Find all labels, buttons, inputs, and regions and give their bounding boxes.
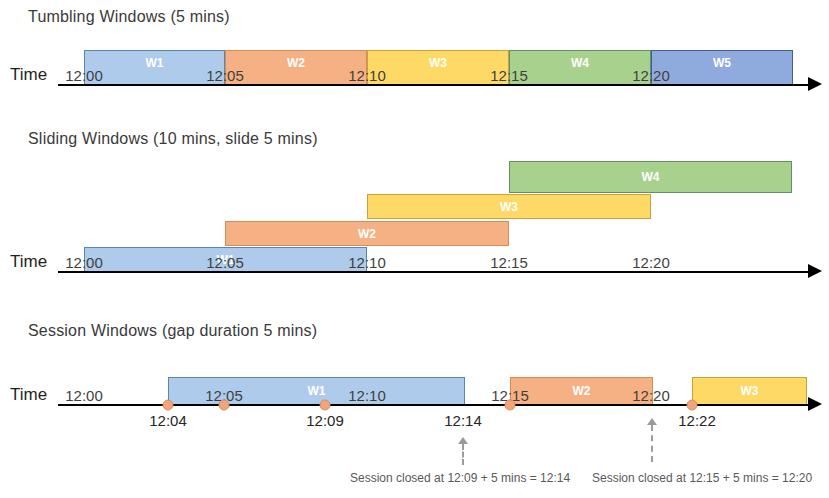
axis-tick-label: 12:00 (65, 255, 103, 271)
axis-tick-label: 12:10 (348, 388, 386, 404)
window-label: W4 (571, 56, 589, 70)
event-time-label: 12:09 (306, 412, 344, 429)
event-dot (163, 400, 174, 411)
window-label: W2 (287, 56, 305, 70)
time-axis-label: Time (10, 252, 47, 272)
pointer-arrowhead-icon (647, 418, 657, 425)
axis-tick-label: 12:20 (632, 388, 670, 404)
event-dot (505, 400, 516, 411)
time-axis-arrowhead (808, 77, 822, 91)
axis-tick-label: 12:05 (206, 68, 244, 84)
axis-tick-label: 12:20 (632, 255, 670, 271)
windowing-diagram: Tumbling Windows (5 mins) Time W1 W2 W3 W4 W5 1… (0, 0, 829, 498)
time-axis-line (58, 84, 808, 86)
window-label: W3 (741, 384, 759, 398)
window-label: W5 (713, 56, 731, 70)
window-label: W4 (642, 170, 660, 184)
time-axis-arrowhead (808, 264, 822, 278)
axis-tick-label: 12:10 (348, 255, 386, 271)
event-time-label: 12:22 (678, 412, 716, 429)
time-axis-arrowhead (808, 397, 822, 411)
section-title: Sliding Windows (10 mins, slide 5 mins) (28, 130, 318, 148)
event-dot (219, 400, 230, 411)
axis-tick-label: 12:15 (490, 68, 528, 84)
axis-tick-label: 12:00 (65, 388, 103, 404)
session-close-pointer-arrow (461, 437, 468, 465)
pointer-dashed-line (462, 444, 464, 465)
session-close-pointer-arrow (650, 418, 657, 462)
event-time-label: 12:04 (149, 412, 187, 429)
window-label: W1 (308, 384, 326, 398)
window-label: W3 (500, 200, 518, 214)
window-label: W1 (146, 56, 164, 70)
window-label: W2 (358, 227, 376, 241)
axis-tick-label: 12:00 (65, 68, 103, 84)
event-dot (320, 400, 331, 411)
time-axis-line (58, 271, 808, 273)
event-dot (687, 400, 698, 411)
window-label: W2 (573, 384, 591, 398)
window-label: W3 (429, 56, 447, 70)
axis-tick-label: 12:20 (632, 68, 670, 84)
axis-tick-label: 12:10 (348, 68, 386, 84)
pointer-dashed-line (651, 425, 653, 462)
event-time-label: 12:14 (444, 412, 482, 429)
time-axis-label: Time (10, 65, 47, 85)
section-title: Session Windows (gap duration 5 mins) (28, 322, 317, 340)
axis-tick-label: 12:05 (206, 255, 244, 271)
session-close-annotation: Session closed at 12:09 + 5 mins = 12:14 (350, 471, 570, 485)
session-close-annotation: Session closed at 12:15 + 5 mins = 12:20 (592, 471, 812, 485)
section-title: Tumbling Windows (5 mins) (28, 8, 230, 26)
pointer-arrowhead-icon (458, 437, 468, 444)
time-axis-label: Time (10, 385, 47, 405)
axis-tick-label: 12:15 (490, 255, 528, 271)
